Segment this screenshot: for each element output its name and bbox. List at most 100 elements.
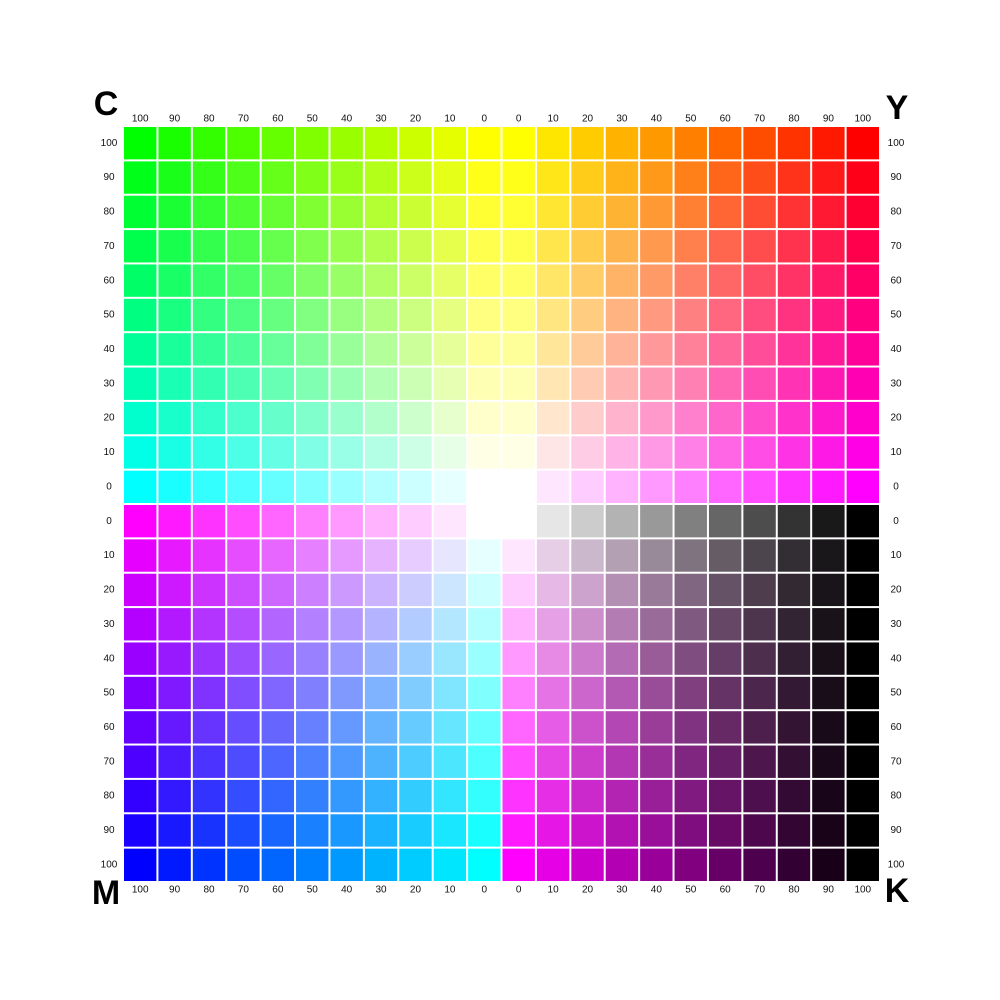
color-cell — [674, 367, 707, 400]
color-cell — [364, 814, 398, 847]
color-cell — [468, 195, 501, 229]
color-cell — [571, 264, 604, 297]
color-cell — [261, 573, 295, 607]
color-cell — [399, 161, 432, 194]
color-cell — [674, 608, 707, 641]
color-cell — [227, 230, 260, 263]
color-cell — [502, 161, 535, 194]
color-cell — [399, 298, 432, 332]
color-cell — [812, 814, 845, 847]
color-cell — [433, 608, 467, 641]
color-cell — [158, 161, 191, 194]
color-cell — [708, 676, 742, 710]
color-cell — [777, 573, 811, 607]
color-cell — [330, 161, 363, 194]
color-cell — [399, 195, 432, 229]
color-cell — [708, 333, 742, 366]
color-cell — [571, 745, 604, 778]
color-cell — [330, 436, 363, 469]
color-cell — [158, 127, 191, 160]
color-cell — [708, 814, 742, 847]
color-cell — [261, 608, 295, 641]
color-cell — [743, 745, 776, 778]
color-cell — [571, 642, 604, 675]
row-label: 30 — [103, 619, 115, 630]
color-cell — [158, 539, 191, 572]
color-cell — [192, 848, 226, 881]
color-cell — [536, 264, 570, 297]
color-cell — [743, 642, 776, 675]
color-cell — [674, 573, 707, 607]
color-cell — [812, 230, 845, 263]
color-cell — [330, 779, 363, 813]
color-cell — [330, 401, 363, 435]
color-cell — [846, 779, 879, 813]
color-cell — [468, 745, 501, 778]
color-cell — [708, 264, 742, 297]
color-cell — [743, 711, 776, 744]
row-label: 70 — [103, 241, 115, 252]
color-cell — [158, 436, 191, 469]
color-cell — [708, 367, 742, 400]
color-cell — [192, 127, 226, 160]
column-label: 90 — [823, 114, 835, 125]
color-cell — [399, 848, 432, 881]
color-cell — [364, 505, 398, 538]
color-cell — [124, 470, 157, 503]
color-cell — [364, 608, 398, 641]
row-label: 100 — [101, 859, 118, 870]
corner-label: C — [94, 85, 119, 123]
color-cell — [812, 127, 845, 160]
color-cell — [433, 573, 467, 607]
row-label: 90 — [890, 172, 902, 183]
color-cell — [846, 642, 879, 675]
color-cell — [846, 333, 879, 366]
color-cell — [502, 333, 535, 366]
color-cell — [536, 848, 570, 881]
color-cell — [605, 539, 639, 572]
row-label: 0 — [106, 481, 112, 492]
color-cell — [330, 848, 363, 881]
color-cell — [777, 539, 811, 572]
color-cell — [124, 161, 157, 194]
color-cell — [261, 539, 295, 572]
color-cell — [846, 814, 879, 847]
color-cell — [330, 814, 363, 847]
color-cell — [192, 573, 226, 607]
color-cell — [296, 573, 329, 607]
color-cell — [158, 711, 191, 744]
row-label: 90 — [103, 825, 115, 836]
color-cell — [674, 127, 707, 160]
row-label: 90 — [103, 172, 115, 183]
color-cell — [640, 573, 673, 607]
color-cell — [812, 436, 845, 469]
row-label: 70 — [890, 756, 902, 767]
row-label: 80 — [890, 791, 902, 802]
color-cell — [399, 470, 432, 503]
color-cell — [777, 814, 811, 847]
color-cell — [812, 264, 845, 297]
color-cell — [846, 195, 879, 229]
color-cell — [330, 230, 363, 263]
color-cell — [812, 298, 845, 332]
color-cell — [158, 848, 191, 881]
row-label: 50 — [890, 310, 902, 321]
color-cell — [192, 779, 226, 813]
column-label: 40 — [651, 114, 663, 125]
color-cell — [330, 539, 363, 572]
color-cell — [192, 298, 226, 332]
color-cell — [399, 436, 432, 469]
color-cell — [846, 573, 879, 607]
color-cell — [777, 333, 811, 366]
color-cell — [227, 573, 260, 607]
color-cell — [777, 367, 811, 400]
color-cell — [674, 505, 707, 538]
color-cell — [640, 436, 673, 469]
color-cell — [468, 470, 501, 503]
color-cell — [433, 127, 467, 160]
color-cell — [571, 779, 604, 813]
color-cell — [192, 367, 226, 400]
color-cell — [192, 161, 226, 194]
color-cell — [364, 367, 398, 400]
